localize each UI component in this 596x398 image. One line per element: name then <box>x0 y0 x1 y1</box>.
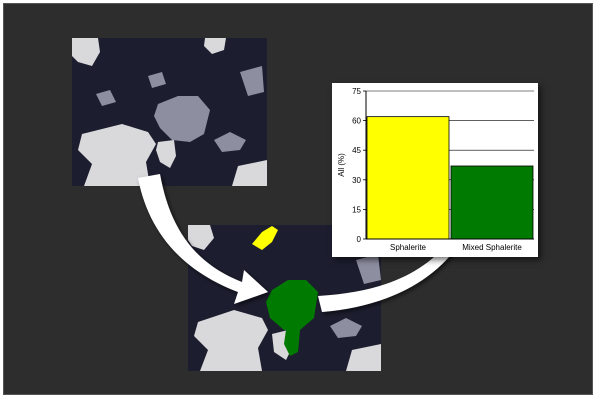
original-micrograph <box>72 38 267 186</box>
y-tick-label: 45 <box>352 146 361 155</box>
y-tick-label: 30 <box>352 176 361 185</box>
bar-chart: 0 15 30 45 60 75 Sphalerite Mixed Sphalerite All… <box>337 87 534 252</box>
sphalerite-phase <box>252 226 278 250</box>
gray-grain <box>154 96 210 142</box>
y-axis-label: All (%) <box>337 153 346 177</box>
light-grain <box>232 160 267 186</box>
light-grain <box>72 38 100 66</box>
light-grain <box>188 225 214 250</box>
y-tick-label: 0 <box>357 235 362 244</box>
x-tick-label: Sphalerite <box>390 243 427 252</box>
light-grain <box>194 310 268 371</box>
y-tick-label: 15 <box>352 205 361 214</box>
light-grain <box>204 38 226 54</box>
x-tick-label: Mixed Sphalerite <box>462 243 522 252</box>
gray-grain <box>148 72 166 88</box>
arrow-original-to-classified <box>138 174 268 304</box>
bar-1 <box>366 116 450 240</box>
gray-grain <box>240 66 264 96</box>
light-grain <box>346 344 381 371</box>
gray-grain <box>96 90 116 106</box>
bar-chart-card: 0 15 30 45 60 75 Sphalerite Mixed Sphalerite All… <box>332 83 538 257</box>
light-grain <box>156 140 176 168</box>
mixed-sphalerite-phase <box>284 330 300 356</box>
gray-grain <box>214 132 246 152</box>
y-tick-label: 60 <box>352 117 361 126</box>
gray-grain <box>330 318 362 338</box>
gray-grain <box>356 254 381 284</box>
bar-2 <box>450 165 534 240</box>
mixed-sphalerite-phase <box>266 280 318 330</box>
y-tick-label: 75 <box>352 87 361 96</box>
light-grain <box>78 124 156 186</box>
